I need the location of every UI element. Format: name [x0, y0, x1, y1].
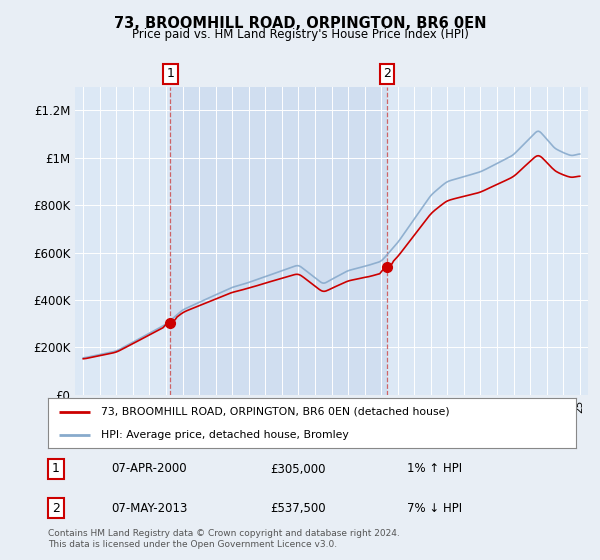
Text: 73, BROOMHILL ROAD, ORPINGTON, BR6 0EN (detached house): 73, BROOMHILL ROAD, ORPINGTON, BR6 0EN (… — [101, 407, 449, 417]
Text: 2: 2 — [383, 67, 391, 81]
Text: 07-APR-2000: 07-APR-2000 — [112, 463, 187, 475]
Text: 1: 1 — [52, 463, 60, 475]
Text: 7% ↓ HPI: 7% ↓ HPI — [407, 502, 462, 515]
Bar — [170, 87, 387, 395]
Text: 1: 1 — [167, 67, 175, 81]
Text: Price paid vs. HM Land Registry's House Price Index (HPI): Price paid vs. HM Land Registry's House … — [131, 28, 469, 41]
Text: £537,500: £537,500 — [270, 502, 325, 515]
Text: HPI: Average price, detached house, Bromley: HPI: Average price, detached house, Brom… — [101, 430, 349, 440]
Text: 73, BROOMHILL ROAD, ORPINGTON, BR6 0EN: 73, BROOMHILL ROAD, ORPINGTON, BR6 0EN — [114, 16, 486, 31]
Text: £305,000: £305,000 — [270, 463, 325, 475]
Text: 2: 2 — [52, 502, 60, 515]
Text: 1% ↑ HPI: 1% ↑ HPI — [407, 463, 462, 475]
Text: Contains HM Land Registry data © Crown copyright and database right 2024.
This d: Contains HM Land Registry data © Crown c… — [48, 529, 400, 549]
Text: 07-MAY-2013: 07-MAY-2013 — [112, 502, 188, 515]
